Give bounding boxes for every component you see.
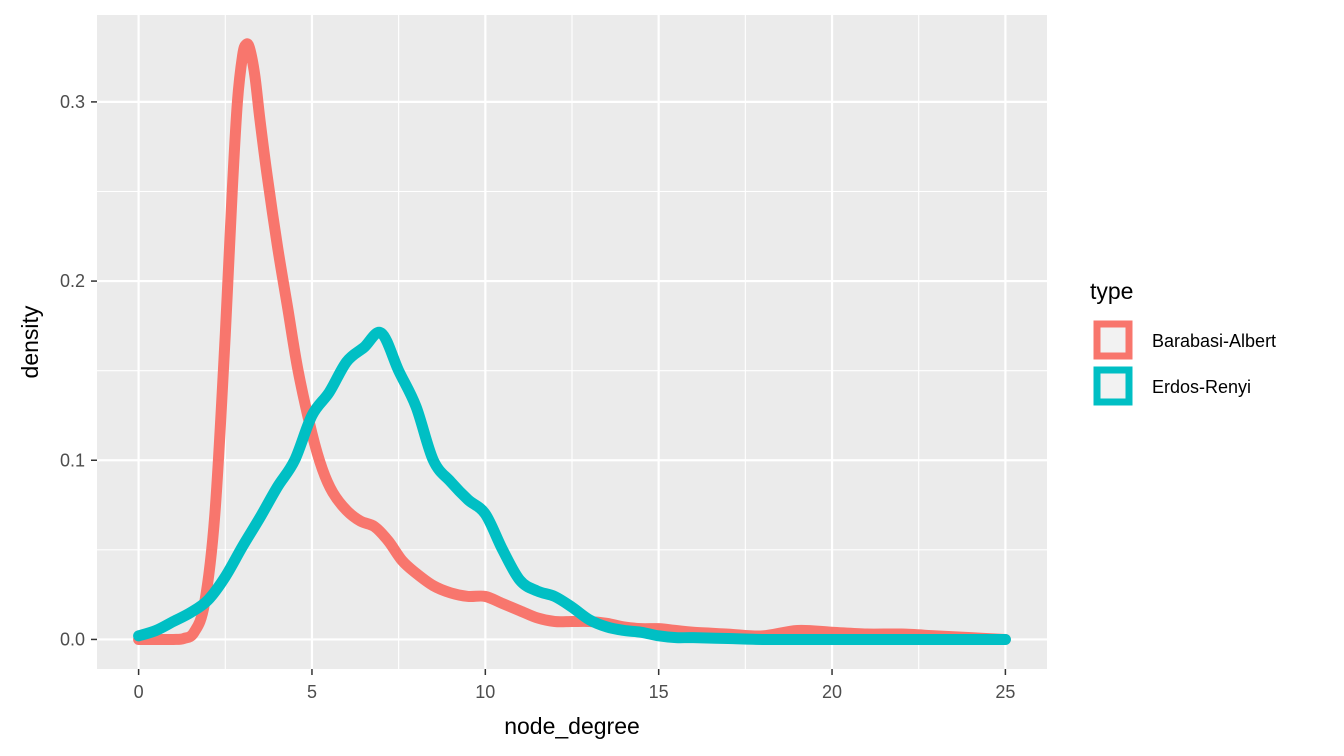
x-axis-title: node_degree (504, 713, 640, 739)
legend-label-erdos-renyi: Erdos-Renyi (1152, 377, 1251, 397)
minor-gridlines (97, 15, 1047, 669)
series-line-erdos-renyi (133, 327, 1011, 646)
legend: type Barabasi-Albert Erdos-Renyi (1090, 278, 1276, 406)
x-tick-label: 5 (307, 682, 317, 702)
y-axis: 0.0 0.1 0.2 0.3 (60, 92, 97, 649)
x-axis: 0 5 10 15 20 25 (134, 669, 1015, 702)
x-tick-label: 15 (649, 682, 669, 702)
legend-title: type (1090, 278, 1133, 304)
legend-label-barabasi-albert: Barabasi-Albert (1152, 331, 1276, 351)
y-tick-label: 0.2 (60, 271, 85, 291)
legend-key-erdos-renyi (1093, 366, 1133, 406)
y-axis-title: density (17, 305, 43, 378)
series-layer (133, 38, 1011, 646)
y-tick-label: 0.0 (60, 629, 85, 649)
x-tick-label: 20 (822, 682, 842, 702)
x-tick-label: 10 (475, 682, 495, 702)
y-tick-label: 0.3 (60, 92, 85, 112)
x-tick-label: 25 (995, 682, 1015, 702)
legend-key-barabasi-albert (1093, 320, 1133, 360)
x-tick-label: 0 (134, 682, 144, 702)
y-tick-label: 0.1 (60, 450, 85, 470)
